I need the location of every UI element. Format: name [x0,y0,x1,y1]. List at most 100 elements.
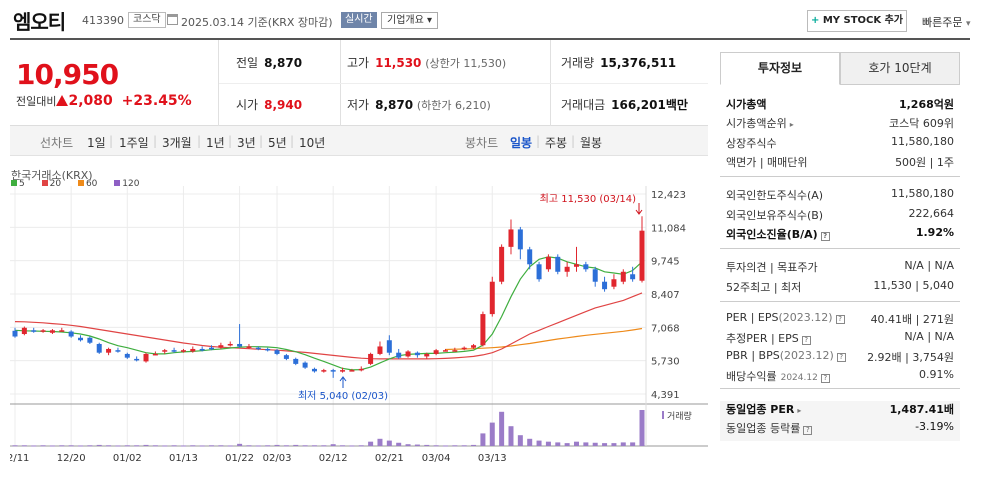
volume-bar [293,444,299,446]
volume-bar [106,445,112,447]
period-1d[interactable]: 1일 [87,136,106,150]
candle [12,330,18,337]
low-annotation: 최저 5,040 (02/03) [298,390,388,402]
volume-label: 거래량 [667,410,692,422]
low-arrow-icon [339,376,347,388]
volume-bar [209,445,215,447]
candle [87,337,93,343]
volume-bar [424,444,430,446]
volume-bar [115,445,121,447]
volume-bar [190,445,196,447]
candle-chart-label: 봉차트 [465,136,499,150]
candle-daily[interactable]: 일봉 [510,136,533,150]
period-5y[interactable]: 5년 [268,136,287,150]
candle [489,281,495,315]
volume: 거래량 15,376,511 [561,56,677,70]
period-1w[interactable]: 1주일 [119,136,149,150]
candle-weekly[interactable]: 주봉 [545,136,568,150]
volume-legend-swatch [662,411,664,419]
candle [452,350,458,352]
candle [620,271,626,282]
volume-bar [508,426,514,446]
volume-bar [377,438,383,446]
candle [396,352,402,358]
price-chart[interactable]: 한국거래소(KRX) 5 20 60 120 12,423 11,084 9,745… [10,156,708,480]
candle-monthly[interactable]: 월봉 [580,136,603,150]
chevron-down-icon: ▾ [965,19,971,29]
legend-ma60: 60 [77,179,104,189]
legend-ma20: 20 [41,179,68,189]
candle [190,348,196,352]
ma-legend: 5 20 60 120 [11,179,153,189]
header-divider [10,38,970,40]
candle [293,358,299,364]
volume-bar [368,441,374,446]
volume-bar [49,445,55,447]
candle [209,347,215,350]
plus-icon: + [810,15,820,26]
period-1y[interactable]: 1년 [206,136,225,150]
volume-bar [471,444,477,446]
y-tick-label: 4,391 [651,390,680,401]
candle [630,274,636,280]
legend-ma5: 5 [11,179,32,189]
trade-amount: 거래대금 166,201백만 [561,98,688,112]
help-icon: ? [820,232,830,241]
candle [49,330,55,333]
volume-bar [274,444,280,446]
volume-bar [21,445,27,447]
volume-bar [573,441,579,446]
help-icon: ? [835,315,845,324]
y-tick-label: 5,730 [651,357,680,368]
chart-canvas[interactable]: 12,423 11,084 9,745 8,407 7,068 5,730 4,391 거래량… [10,156,708,480]
candle [134,358,140,361]
volume-bar [517,435,523,446]
ma60-line [445,327,643,351]
volume-bar [630,442,636,446]
candle [106,348,112,353]
change-percent: +23.45% [121,93,192,109]
candle [115,350,121,352]
candle [21,327,27,335]
volume-bar [87,445,93,447]
candle [237,343,243,347]
period-3m[interactable]: 3개월 [162,136,192,150]
period-3y[interactable]: 3년 [237,136,256,150]
candle [424,353,430,357]
volume-bar [489,422,495,446]
volume-bar [349,445,355,447]
candle [461,347,467,350]
candle [480,314,486,346]
candle [555,256,561,272]
x-tick-label: 12/11 [10,453,29,464]
stock-header: 엠오티 413390 코스닥 2025.03.14 기준(KRX 장마감) 실시… [0,0,981,38]
period-10y[interactable]: 10년 [299,136,326,150]
candle [471,345,477,348]
volume-bar [611,443,617,446]
candle [311,368,317,372]
caret-right-icon: ▸ [789,120,794,129]
candle [602,281,608,290]
quote-date: 2025.03.14 기준(KRX 장마감) [181,16,333,29]
stock-code: 413390 [82,14,124,27]
volume-bar [246,445,252,447]
candle [274,350,280,354]
market-badge: 코스닥 [128,12,166,28]
mystock-add-button[interactable]: + MY STOCK 추가 [807,10,907,32]
company-info-dropdown[interactable]: 기업개요 ▾ [381,12,439,29]
tab-order-book[interactable]: 호가 10단계 [840,52,960,85]
quick-order-button[interactable]: 빠른주문 ▾ [922,16,971,29]
open-price: 시가 8,940 [236,98,303,112]
volume-bar [527,438,533,446]
tab-investment-info[interactable]: 투자정보 [720,52,840,85]
stock-name: 엠오티 [13,10,66,34]
candle [180,350,186,352]
volume-bar [31,445,37,447]
candle [199,348,205,351]
candle [442,350,448,352]
realtime-button[interactable]: 실시간 [341,12,377,28]
candle [414,352,420,356]
candle [143,353,149,362]
volume-bar [59,445,65,447]
volume-bar [555,442,561,446]
